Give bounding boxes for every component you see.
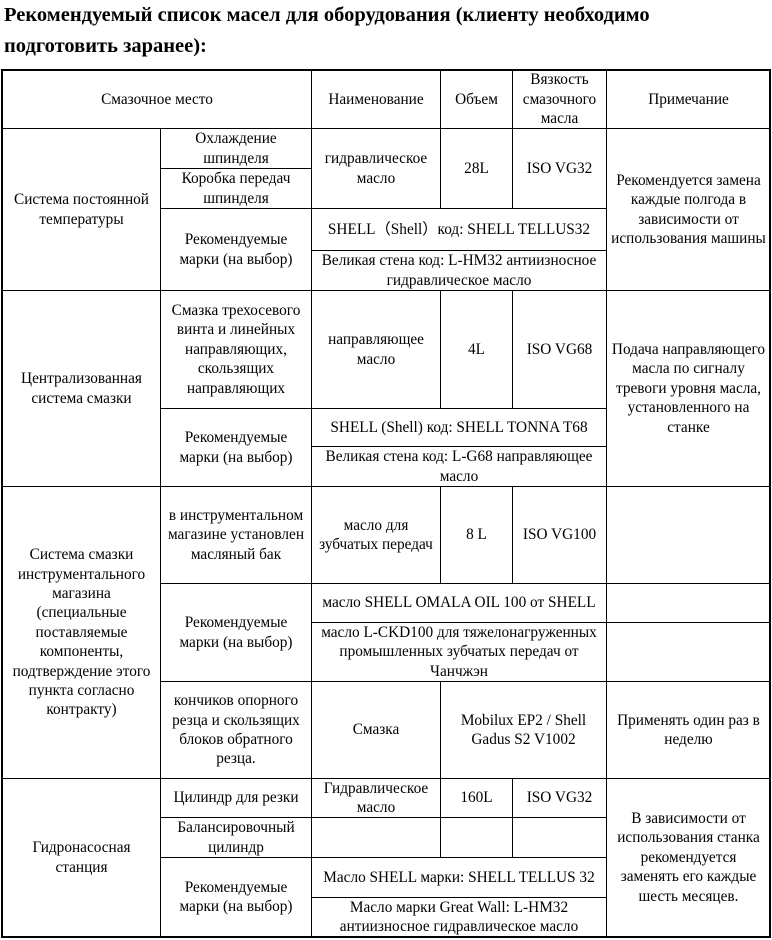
viscosity-cell: ISO VG32 [512,128,607,209]
brands-label-cell: Рекомендуемые марки (на выбор) [160,857,312,937]
note-cell: Применять один раз в неделю [606,681,771,779]
oil-name-cell: Смазка [311,681,441,779]
note-cell: В зависимости от использования станка ре… [606,778,771,937]
oil-name-cell: масло для зубчатых передач [311,486,441,584]
viscosity-cell: Mobilux EP2 / Shell Gadus S2 V1002 [440,681,607,779]
empty-cell [311,817,441,858]
brands-label-cell: Рекомендуемые марки (на выбор) [160,583,312,682]
brand-cell: Великая стена код: L-G68 направляющее ма… [311,446,607,487]
page-title: Рекомендуемый список масел для оборудова… [4,4,650,57]
header-note: Примечание [606,70,771,129]
viscosity-cell: ISO VG32 [512,778,607,818]
point-cell: Балансировочный цилиндр [160,817,312,858]
brand-cell: Великая стена код: L-HM32 антиизносное г… [311,250,607,291]
system-cell: Гидронасосная станция [2,778,161,937]
header-name: Наименование [311,70,441,129]
oil-name-cell: направляющее масло [311,290,441,409]
viscosity-cell: ISO VG68 [512,290,607,409]
point-cell: кончиков опорного резца и скользящих бло… [160,681,312,779]
brand-cell: SHELL (Shell) код: SHELL TONNA T68 [311,408,607,447]
brands-label-cell: Рекомендуемые марки (на выбор) [160,408,312,487]
volume-cell: 8 L [440,486,513,584]
empty-note-cell [606,583,771,623]
note-cell: Рекомендуется замена каждые полгода в за… [606,128,771,291]
oil-name-cell: Гидравлическое масло [311,778,441,818]
viscosity-cell: ISO VG100 [512,486,607,584]
volume-cell: 160L [440,778,513,818]
header-viscosity: Вязкость смазочного масла [512,70,607,129]
note-cell: Подача направляющего масла по сигналу тр… [606,290,771,487]
brand-cell: SHELL（Shell）код: SHELL TELLUS32 [311,208,607,251]
empty-cell [512,817,607,858]
header-lubrication-point: Смазочное место [2,70,312,129]
system-cell: Система постоянной температуры [2,128,161,291]
volume-cell: 28L [440,128,513,209]
empty-cell [440,817,513,858]
volume-cell: 4L [440,290,513,409]
point-cell: Цилиндр для резки [160,778,312,818]
header-volume: Объем [440,70,513,129]
empty-note-cell [606,622,771,682]
oil-name-cell: гидравлическое масло [311,128,441,209]
brand-cell: масло L-CKD100 для тяжелонагруженных про… [311,622,607,682]
point-cell: Смазка трехосевого винта и линейных напр… [160,290,312,409]
brand-cell: Масло SHELL марки: SHELL TELLUS 32 [311,857,607,898]
point-cell: в инструментальном магазине установлен м… [160,486,312,584]
empty-note-cell [606,486,771,584]
point-cell: Охлаждение шпинделя [160,128,312,169]
point-cell: Коробка передач шпинделя [160,168,312,209]
system-cell: Централизованная система смазки [2,290,161,487]
system-cell: Система смазки инструментального магазин… [2,486,161,779]
brand-cell: Масло марки Great Wall: L-HM32 антиизнос… [311,897,607,937]
brand-cell: масло SHELL OMALA OIL 100 от SHELL [311,583,607,623]
brands-label-cell: Рекомендуемые марки (на выбор) [160,208,312,291]
